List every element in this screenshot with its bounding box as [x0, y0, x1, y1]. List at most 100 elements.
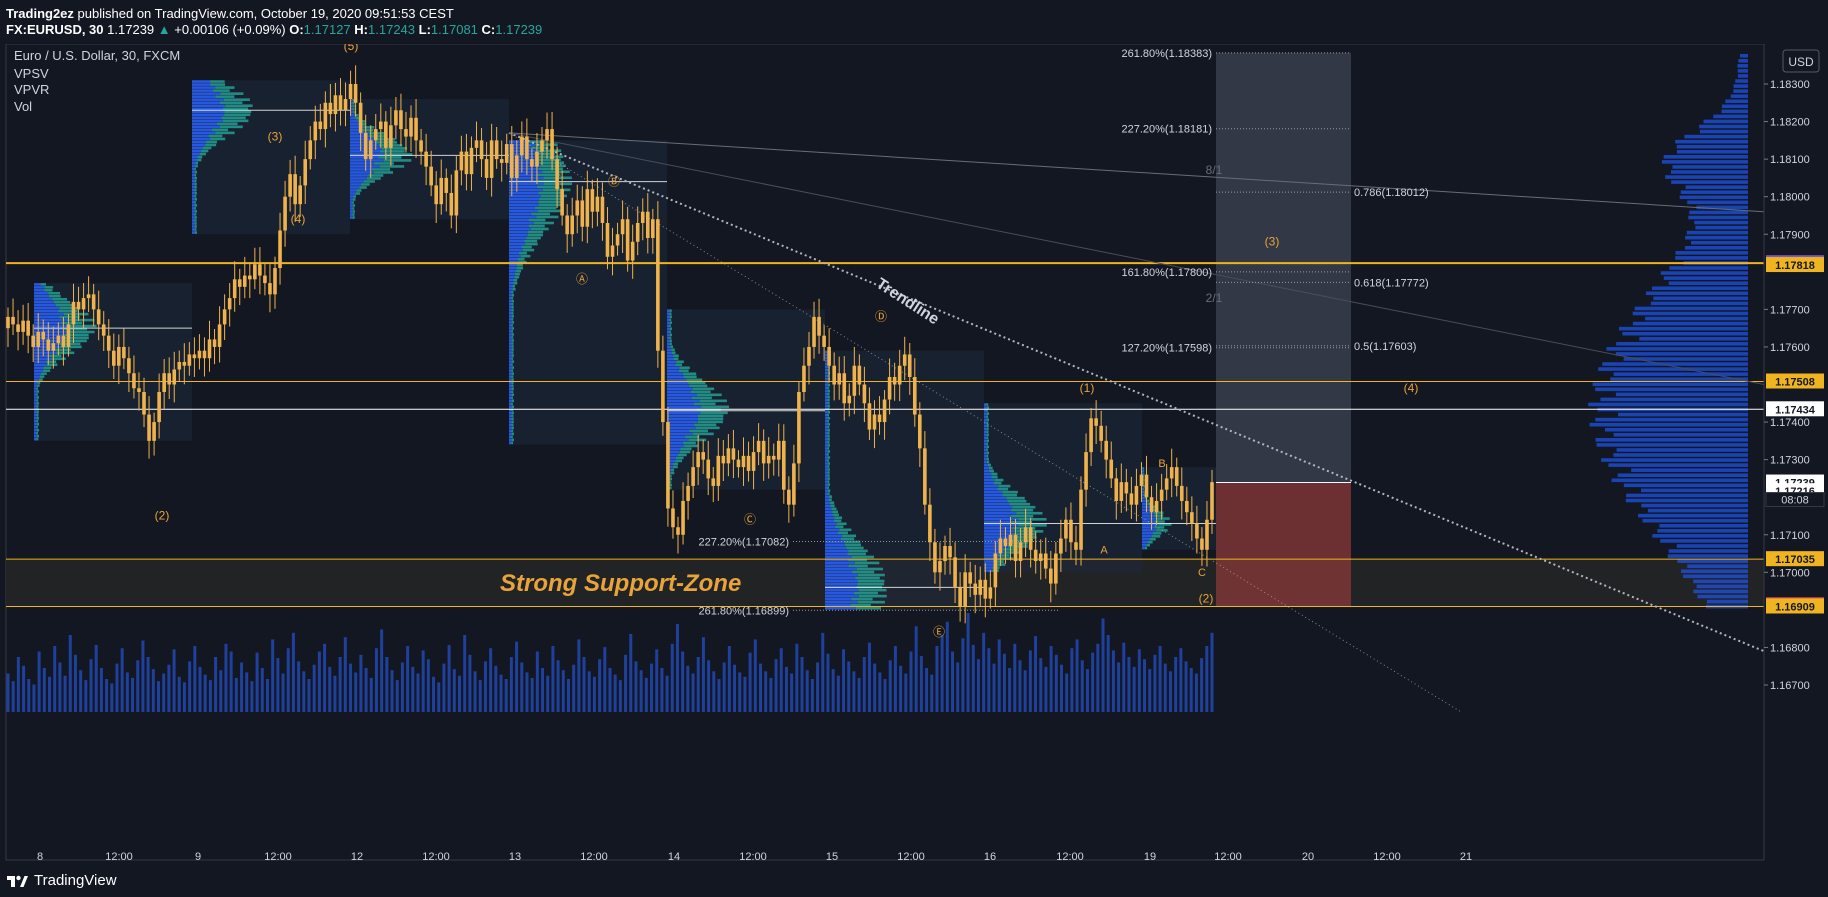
candle-body[interactable] [41, 331, 46, 340]
candle-body[interactable] [560, 189, 564, 216]
candle-body[interactable] [1003, 538, 1008, 547]
candle-body[interactable] [545, 129, 549, 141]
candle-body[interactable] [1134, 485, 1139, 505]
candle-body[interactable] [1164, 478, 1169, 490]
candle-body[interactable] [776, 440, 781, 460]
candle-body[interactable] [781, 440, 786, 490]
indicator-vol[interactable]: Vol [14, 99, 32, 114]
candle-body[interactable] [832, 365, 836, 385]
candle-body[interactable] [923, 448, 927, 505]
candle-body[interactable] [595, 196, 600, 212]
candle-body[interactable] [368, 140, 373, 160]
candle-body[interactable] [348, 84, 353, 100]
candle-body[interactable] [716, 455, 721, 486]
candle-body[interactable] [615, 234, 620, 246]
gann-fan-line[interactable] [508, 132, 1765, 213]
candle-body[interactable] [817, 316, 821, 336]
candle-body[interactable] [1179, 485, 1184, 501]
candle-body[interactable] [1200, 538, 1204, 550]
candle-body[interactable] [459, 151, 464, 171]
candle-body[interactable] [1169, 467, 1174, 479]
price-label[interactable]: 1.16909 [1766, 598, 1824, 614]
candle-body[interactable] [787, 489, 791, 505]
candle-body[interactable] [988, 587, 993, 599]
candle-body[interactable] [1064, 519, 1068, 539]
target-zone-box[interactable] [1216, 52, 1351, 483]
price-label[interactable]: 1.17508 [1766, 373, 1824, 389]
candle-body[interactable] [928, 504, 932, 543]
price-label[interactable]: 1.17434 [1766, 401, 1824, 417]
candle-body[interactable] [293, 174, 297, 205]
candle-body[interactable] [288, 174, 292, 197]
candle-body[interactable] [409, 117, 413, 137]
candle-body[interactable] [1124, 482, 1129, 494]
candle-body[interactable] [933, 542, 937, 573]
candle-body[interactable] [676, 527, 680, 535]
tradingview-logo-icon[interactable] [6, 871, 28, 889]
candle-body[interactable] [454, 170, 459, 216]
candle-body[interactable] [807, 346, 811, 366]
candle-body[interactable] [81, 298, 86, 310]
candle-body[interactable] [1154, 500, 1159, 513]
candle-body[interactable] [207, 339, 212, 359]
candle-body[interactable] [525, 136, 529, 160]
candle-body[interactable] [1149, 497, 1154, 513]
candle-body[interactable] [258, 264, 262, 276]
candle-body[interactable] [56, 335, 61, 344]
candle-body[interactable] [625, 219, 630, 261]
candle-body[interactable] [711, 478, 716, 486]
candle-body[interactable] [1139, 474, 1144, 486]
candle-body[interactable] [212, 339, 217, 347]
candle-body[interactable] [1205, 519, 1209, 550]
currency-button-frame[interactable] [1782, 49, 1820, 73]
candle-body[interactable] [902, 354, 907, 366]
candle-body[interactable] [540, 140, 544, 152]
candle-body[interactable] [1008, 534, 1013, 547]
candle-body[interactable] [651, 219, 655, 239]
candle-body[interactable] [6, 316, 10, 329]
candle-body[interactable] [248, 275, 252, 280]
gann-fan-line[interactable] [508, 132, 1765, 385]
candle-body[interactable] [414, 117, 418, 141]
candle-body[interactable] [862, 384, 867, 404]
candle-body[interactable] [726, 448, 731, 464]
candle-body[interactable] [137, 388, 141, 393]
candle-body[interactable] [938, 561, 942, 573]
candle-body[interactable] [635, 222, 640, 242]
candle-body[interactable] [645, 211, 650, 239]
candle-body[interactable] [1079, 489, 1083, 550]
candle-body[interactable] [132, 373, 136, 389]
candle-body[interactable] [731, 448, 736, 460]
candle-body[interactable] [36, 331, 41, 347]
candle-body[interactable] [837, 373, 842, 385]
candle-body[interactable] [792, 463, 796, 505]
candle-body[interactable] [237, 279, 242, 287]
candle-body[interactable] [721, 455, 726, 464]
candle-body[interactable] [1094, 418, 1098, 426]
currency-button[interactable]: USD [1782, 49, 1820, 73]
candle-body[interactable] [842, 373, 847, 404]
candle-body[interactable] [852, 365, 857, 396]
candle-body[interactable] [489, 140, 494, 178]
candle-body[interactable] [943, 546, 947, 562]
candle-body[interactable] [696, 452, 700, 468]
candle-body[interactable] [378, 121, 383, 130]
candle-body[interactable] [96, 309, 101, 325]
candle-body[interactable] [232, 279, 237, 299]
candle-body[interactable] [912, 376, 917, 415]
candle-body[interactable] [424, 151, 428, 167]
candle-body[interactable] [263, 275, 267, 284]
candle-body[interactable] [61, 335, 66, 347]
candle-body[interactable] [429, 166, 433, 186]
candle-body[interactable] [620, 219, 625, 235]
candle-body[interactable] [887, 376, 892, 400]
candle-body[interactable] [343, 99, 348, 111]
candle-body[interactable] [439, 177, 444, 205]
candle-body[interactable] [1013, 534, 1018, 562]
candle-body[interactable] [353, 84, 358, 103]
candle-body[interactable] [877, 414, 882, 423]
candle-body[interactable] [872, 414, 877, 430]
candle-body[interactable] [1084, 452, 1088, 490]
candle-body[interactable] [404, 129, 408, 137]
candle-body[interactable] [751, 452, 756, 471]
